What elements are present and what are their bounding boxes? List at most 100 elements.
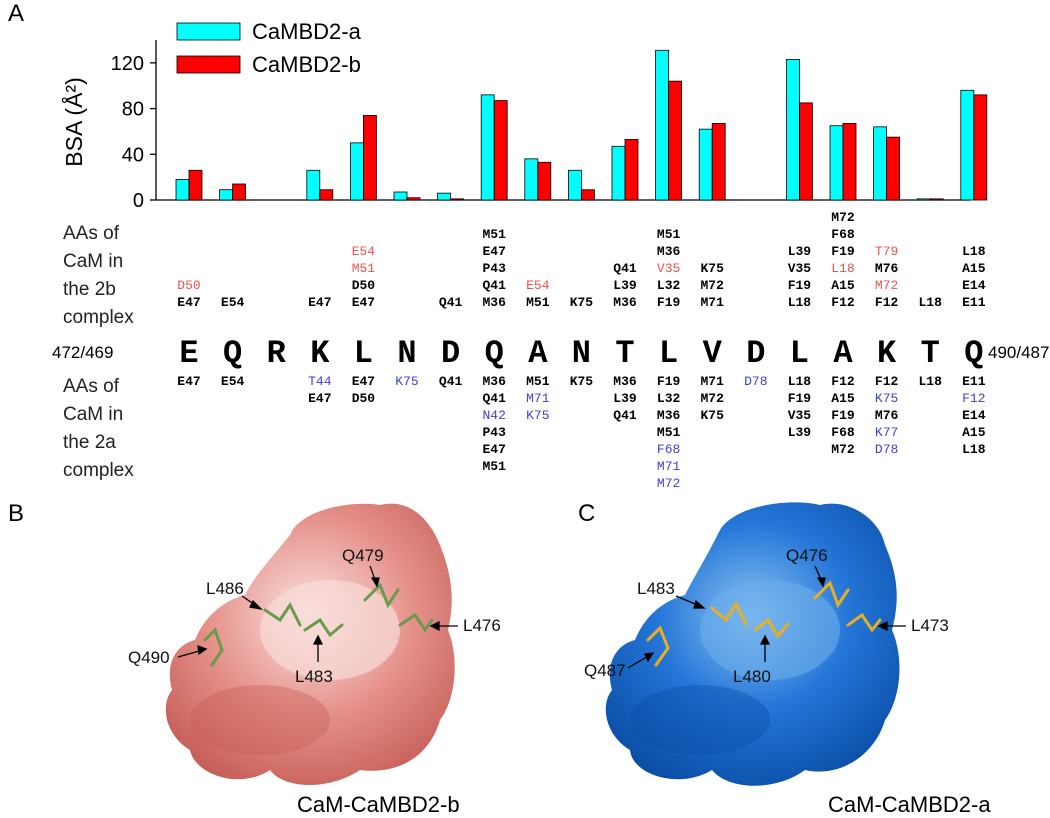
bar-cambd2-b-6 [450, 198, 465, 201]
contacts-2b-column: T79 M76 M72 F12 [857, 243, 917, 311]
contact-residue: E47 [308, 295, 332, 310]
peptide-sticks-b [203, 582, 434, 667]
contact-residue: P43 [482, 261, 506, 276]
bar-cambd2-b-8 [537, 161, 552, 201]
contact-residue: L39 [787, 244, 812, 259]
contact-residue: L18 [918, 295, 942, 310]
residue-letter: T [920, 335, 940, 372]
bar-cambd2-a-16 [873, 126, 887, 201]
legend-swatch-0 [176, 22, 241, 41]
bar-cambd2-b-1 [232, 183, 247, 201]
y-tick-label-3: 120 [111, 53, 144, 75]
contacts-2b-column: L18 A15 E14 E11 [944, 243, 1004, 311]
bar-cambd2-b-16 [886, 136, 900, 201]
contact-residue: M71 [656, 459, 681, 474]
contact-residue: F19 [787, 391, 812, 406]
contact-residue: E54 [351, 244, 376, 259]
contact-residue: L39 [613, 278, 637, 293]
contact-residue: M36 [656, 408, 681, 423]
residue-letter: R [266, 335, 286, 372]
y-tick-label-1: 40 [122, 144, 144, 166]
bar-cambd2-b-11 [668, 80, 682, 201]
contact-residue: M36 [613, 374, 637, 389]
bar-cambd2-b-5 [406, 197, 421, 201]
contact-residue: L18 [787, 374, 812, 389]
contacts-2a-column: E47 [159, 373, 219, 390]
residue-letter: L [789, 335, 809, 372]
contact-residue: M72 [831, 210, 855, 225]
residue-letter: D [746, 335, 766, 372]
label-l483: L483 [637, 579, 675, 598]
bar-cambd2-b-15 [842, 123, 857, 201]
contact-residue: K75 [700, 261, 724, 276]
y-tick-label-2: 80 [122, 99, 144, 121]
bar-cambd2-b-12 [711, 123, 726, 201]
contacts-2a-column: M36 Q41 N42 P43 E47 M51 [464, 373, 524, 475]
contact-residue: A15 [962, 261, 986, 276]
contact-residue: M72 [700, 278, 724, 293]
structure-c: Q487 L483 L480 Q476 L473 [584, 502, 949, 786]
contact-residue: M36 [482, 295, 506, 310]
contact-residue: F12 [874, 374, 899, 389]
label-l473: L473 [911, 616, 949, 635]
bar-cambd2-a-4 [349, 142, 364, 201]
panel-label-a: A [8, 0, 25, 27]
label-q487: Q487 [584, 661, 626, 680]
bar-cambd2-a-12 [698, 128, 713, 201]
contact-residue: E47 [482, 244, 506, 259]
residue-letter: A [528, 335, 548, 372]
contact-residue: L32 [656, 278, 681, 293]
bar-cambd2-b-3 [319, 189, 334, 201]
contacts-2a-column: E47 D50 [333, 373, 393, 407]
contact-residue: L18 [831, 261, 855, 276]
bar-cambd2-b-7 [493, 100, 508, 201]
bar-cambd2-b-14 [799, 102, 813, 201]
sequence-start-label: 472/469 [52, 343, 114, 362]
contact-residue: Q41 [438, 295, 463, 310]
residue-letter: K [876, 335, 897, 372]
contact-residue: E47 [351, 295, 376, 310]
residue-letter: Q [484, 335, 504, 372]
contact-residue: K75 [569, 374, 594, 389]
contact-residue: F68 [831, 227, 855, 242]
bar-cambd2-a-17 [916, 198, 931, 201]
contact-residue: M71 [526, 391, 550, 406]
contact-residue: V35 [656, 261, 681, 276]
contact-residue: D78 [874, 442, 899, 457]
label-q476: Q476 [786, 546, 828, 565]
contact-residue: F12 [874, 295, 899, 310]
label-l476: L476 [463, 616, 501, 635]
bar-cambd2-a-11 [655, 49, 669, 201]
contact-residue: M76 [874, 261, 899, 276]
contact-residue: E47 [351, 374, 376, 389]
label-l486: L486 [206, 579, 244, 598]
bar-chart: 0 40 80 120 BSA (Å²) CaMBD2-a CaMBD2-b [60, 19, 988, 212]
bar-cambd2-b-18 [973, 94, 988, 201]
contacts-2b-column: L18 [900, 294, 960, 311]
legend-label-0: CaMBD2-a [252, 19, 362, 44]
residue-letter: L [353, 335, 373, 372]
contact-residue: Q41 [482, 278, 506, 293]
contact-residue: E47 [482, 442, 506, 457]
residue-letter: A [833, 335, 853, 372]
contact-residue: Q41 [482, 391, 506, 406]
bar-cambd2-a-9 [568, 169, 582, 201]
labels-c: Q487 L483 L480 Q476 L473 [584, 546, 949, 686]
contacts-2b-column: M72 F68 F19 L18 A15 F12 [813, 209, 873, 311]
contact-residue: M51 [656, 425, 681, 440]
contact-residue: K77 [874, 425, 899, 440]
contact-residue: D78 [744, 374, 768, 389]
contact-residue: Q41 [438, 374, 463, 389]
contact-residue: K75 [395, 374, 419, 389]
contact-residue: A15 [962, 425, 986, 440]
contact-residue: M51 [656, 227, 681, 242]
contact-residue: E11 [962, 295, 986, 310]
panel-label-b: B [8, 500, 25, 527]
contacts-2b-column: K75 [551, 294, 611, 311]
bar-cambd2-b-0 [188, 169, 203, 201]
header-2b-complex: AAs of CaM in the 2b complex [63, 223, 134, 328]
contacts-2a-column: M51 M71 K75 [508, 373, 568, 424]
contact-residue: F19 [787, 278, 812, 293]
label-q479: Q479 [342, 546, 384, 565]
residue-letter: T [615, 335, 635, 372]
